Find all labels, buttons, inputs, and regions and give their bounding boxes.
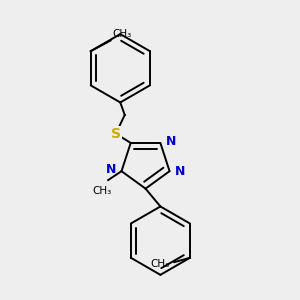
Text: N: N: [166, 135, 176, 148]
Text: S: S: [111, 127, 121, 141]
Text: N: N: [175, 165, 185, 178]
Text: CH₃: CH₃: [150, 259, 169, 269]
Text: CH₃: CH₃: [93, 186, 112, 196]
Text: N: N: [106, 163, 116, 176]
Text: CH₃: CH₃: [113, 29, 132, 39]
